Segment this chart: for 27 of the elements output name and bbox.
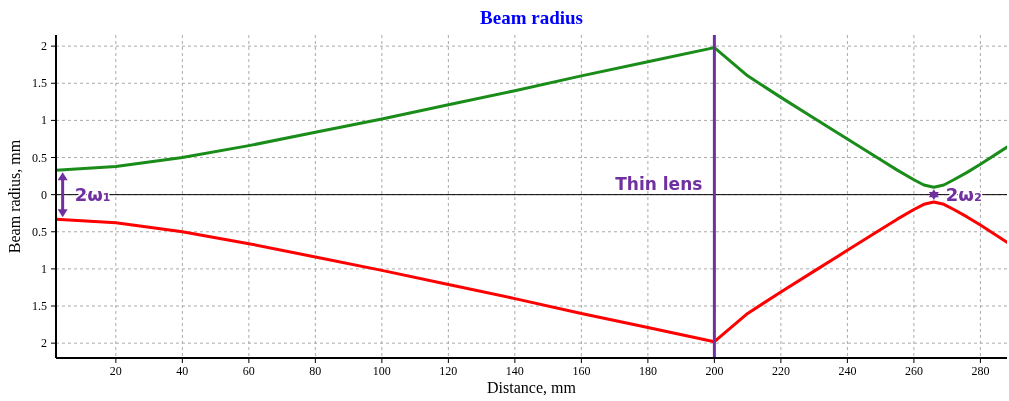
x-tick-label: 160 bbox=[572, 364, 591, 378]
x-tick-label: 120 bbox=[439, 364, 458, 378]
x-tick-label: 180 bbox=[638, 364, 657, 378]
y-tick-label: 0.5 bbox=[32, 224, 47, 239]
x-tick-label: 140 bbox=[505, 364, 524, 378]
x-tick-label: 240 bbox=[838, 364, 857, 378]
y-axis-title: Beam radius, mm bbox=[6, 139, 23, 254]
y-tick-label: 1.5 bbox=[32, 76, 47, 91]
x-tick-label: 100 bbox=[372, 364, 391, 378]
x-tick-label: 60 bbox=[242, 364, 255, 378]
ref-line-label: Thin lens bbox=[615, 173, 703, 194]
y-tick-label: 2 bbox=[41, 39, 47, 54]
y-tick-label: 1 bbox=[41, 113, 47, 128]
y-tick-label: 2 bbox=[41, 336, 47, 351]
x-tick-label: 280 bbox=[971, 364, 990, 378]
x-axis-title: Distance, mm bbox=[487, 379, 577, 396]
y-tick-label: 1 bbox=[41, 261, 47, 276]
x-tick-label: 260 bbox=[904, 364, 923, 378]
y-tick-label: 0 bbox=[41, 187, 47, 202]
y-tick-label: 0.5 bbox=[32, 150, 47, 165]
x-tick-label: 40 bbox=[176, 364, 189, 378]
x-tick-label: 220 bbox=[771, 364, 790, 378]
chart-title: Beam radius bbox=[480, 7, 583, 28]
x-tick-label: 20 bbox=[109, 364, 122, 378]
x-tick-label: 200 bbox=[705, 364, 724, 378]
y-tick-label: 1.5 bbox=[32, 299, 47, 314]
x-tick-label: 80 bbox=[309, 364, 322, 378]
